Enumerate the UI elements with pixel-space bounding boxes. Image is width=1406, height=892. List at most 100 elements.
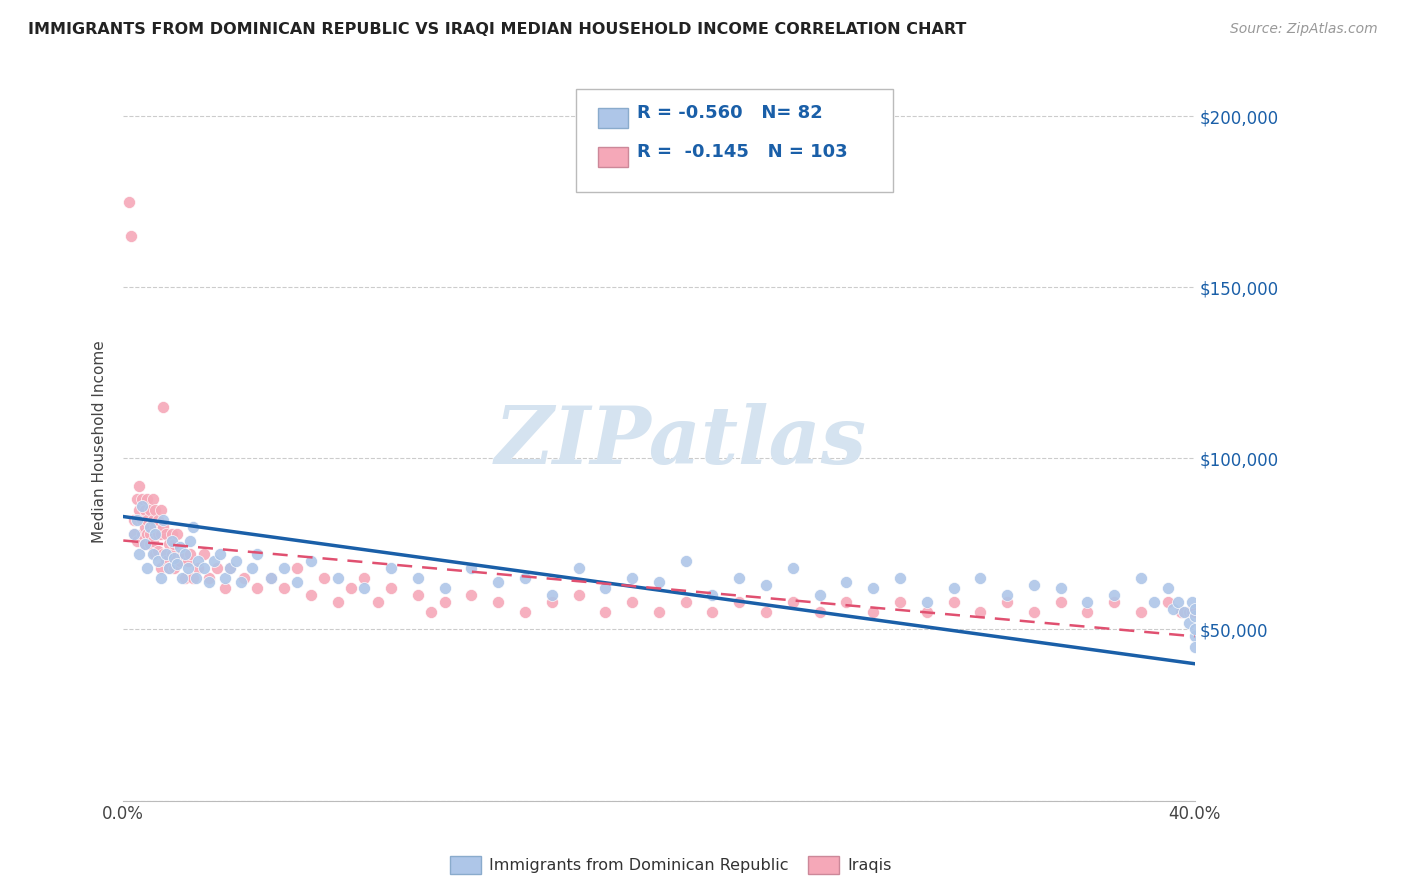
Point — [232, 571, 254, 585]
Point — [1178, 606, 1201, 620]
Point — [1167, 595, 1189, 609]
Point — [176, 554, 198, 568]
Point — [862, 582, 884, 596]
Point — [139, 520, 162, 534]
Point — [702, 588, 724, 602]
Point — [299, 554, 322, 568]
Point — [1022, 606, 1045, 620]
Point — [513, 571, 536, 585]
Point — [139, 526, 162, 541]
Point — [125, 513, 148, 527]
Point — [219, 561, 242, 575]
Point — [139, 502, 162, 516]
Point — [380, 582, 402, 596]
Point — [648, 574, 671, 589]
Point — [152, 520, 174, 534]
Point — [134, 520, 156, 534]
Point — [160, 547, 183, 561]
Point — [152, 513, 174, 527]
Text: Immigrants from Dominican Republic: Immigrants from Dominican Republic — [489, 858, 789, 872]
Point — [225, 554, 247, 568]
Point — [163, 561, 186, 575]
Point — [169, 541, 191, 555]
Point — [145, 526, 167, 541]
Point — [942, 582, 965, 596]
Point — [198, 571, 221, 585]
Point — [187, 554, 209, 568]
Point — [460, 561, 482, 575]
Point — [969, 571, 991, 585]
Point — [406, 588, 429, 602]
Point — [149, 571, 172, 585]
Point — [172, 571, 194, 585]
Point — [326, 595, 349, 609]
Point — [136, 492, 159, 507]
Point — [214, 582, 236, 596]
Point — [380, 561, 402, 575]
Point — [299, 588, 322, 602]
Point — [193, 547, 215, 561]
Point — [915, 595, 938, 609]
Point — [128, 479, 150, 493]
Point — [755, 606, 778, 620]
Point — [353, 571, 375, 585]
Point — [1184, 602, 1206, 616]
Point — [1184, 606, 1206, 620]
Point — [367, 595, 389, 609]
Point — [136, 513, 159, 527]
Point — [340, 582, 363, 596]
Point — [181, 520, 204, 534]
Text: Iraqis: Iraqis — [848, 858, 893, 872]
Point — [160, 526, 183, 541]
Point — [259, 571, 281, 585]
Point — [134, 537, 156, 551]
Point — [172, 547, 194, 561]
Point — [433, 595, 456, 609]
Point — [187, 561, 209, 575]
Point — [648, 606, 671, 620]
Point — [995, 588, 1018, 602]
Point — [728, 571, 751, 585]
Point — [568, 588, 591, 602]
Point — [314, 571, 336, 585]
Point — [1178, 615, 1201, 630]
Point — [136, 526, 159, 541]
Text: Source: ZipAtlas.com: Source: ZipAtlas.com — [1230, 22, 1378, 37]
Point — [240, 561, 263, 575]
Point — [166, 526, 188, 541]
Point — [146, 543, 169, 558]
Point — [122, 526, 145, 541]
Point — [1022, 578, 1045, 592]
Point — [915, 606, 938, 620]
Point — [131, 500, 153, 514]
Point — [782, 595, 804, 609]
Point — [142, 547, 165, 561]
Point — [179, 547, 201, 561]
Point — [1130, 606, 1153, 620]
Point — [406, 571, 429, 585]
Point — [1170, 606, 1192, 620]
Point — [808, 588, 831, 602]
Point — [174, 547, 197, 561]
Point — [157, 561, 180, 575]
Point — [755, 578, 778, 592]
Point — [1157, 595, 1180, 609]
Point — [287, 561, 309, 575]
Point — [1076, 606, 1098, 620]
Point — [273, 561, 295, 575]
Point — [118, 194, 141, 209]
Point — [675, 554, 697, 568]
Point — [145, 547, 167, 561]
Point — [568, 561, 591, 575]
Text: R =  -0.145   N = 103: R = -0.145 N = 103 — [637, 143, 848, 161]
Point — [1049, 582, 1071, 596]
Point — [166, 558, 188, 572]
Point — [205, 561, 228, 575]
Point — [835, 574, 858, 589]
Point — [675, 595, 697, 609]
Point — [782, 561, 804, 575]
Point — [433, 582, 456, 596]
Point — [259, 571, 281, 585]
Point — [486, 574, 509, 589]
Point — [540, 588, 562, 602]
